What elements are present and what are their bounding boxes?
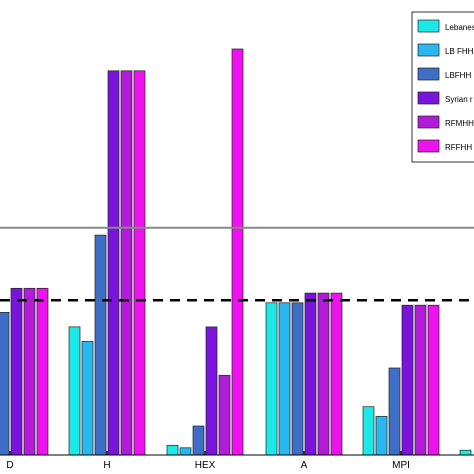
legend[interactable]: Lebanes LB FHH LBFHH Syrian r RFMHH RFFHH (411, 11, 474, 163)
bar (218, 374, 231, 456)
legend-entry-label: RFMHH (445, 119, 474, 128)
bar (459, 449, 472, 456)
bar (179, 447, 192, 456)
bar (120, 70, 133, 456)
x-tick-label: D (6, 460, 13, 471)
bar (231, 48, 244, 456)
bar (427, 304, 440, 456)
bar (94, 234, 107, 456)
bar (205, 326, 218, 456)
x-tick-label: MPI (392, 460, 410, 471)
bar (401, 304, 414, 456)
bar (291, 302, 304, 456)
legend-box (411, 11, 474, 163)
x-ticks: D H HEX A MPI (6, 451, 410, 471)
bar (68, 326, 81, 456)
legend-entry-label: Syrian r (445, 95, 473, 104)
bar (23, 287, 36, 456)
legend-swatch (417, 43, 440, 57)
legend-swatch (417, 19, 440, 33)
legend-swatch (417, 115, 440, 129)
legend-entry-label: LBFHH (445, 71, 471, 80)
bar (375, 415, 388, 456)
bar (36, 287, 49, 456)
bar (317, 292, 330, 456)
bar (265, 302, 278, 456)
bar (0, 312, 10, 456)
legend-entry-label: RFFHH (445, 143, 472, 152)
x-tick-label: H (103, 460, 110, 471)
legend-entry-label: LB FHH (445, 47, 474, 56)
legend-swatch (417, 139, 440, 153)
bar (388, 367, 401, 456)
bar (107, 70, 120, 456)
bar (133, 70, 146, 456)
legend-swatch (417, 91, 440, 105)
bar (330, 292, 343, 456)
bar (304, 292, 317, 456)
bar (166, 444, 179, 456)
legend-entry-label: Lebanes (445, 23, 474, 32)
x-tick-label: HEX (195, 460, 216, 471)
bar (414, 304, 427, 456)
bar (192, 425, 205, 456)
legend-swatch (417, 67, 440, 81)
reference-lines (0, 226, 474, 302)
bar (10, 287, 23, 456)
x-tick-label: A (301, 460, 308, 471)
bar (81, 341, 94, 456)
bars-layer (0, 48, 472, 456)
bar (278, 302, 291, 456)
bar (362, 406, 375, 456)
